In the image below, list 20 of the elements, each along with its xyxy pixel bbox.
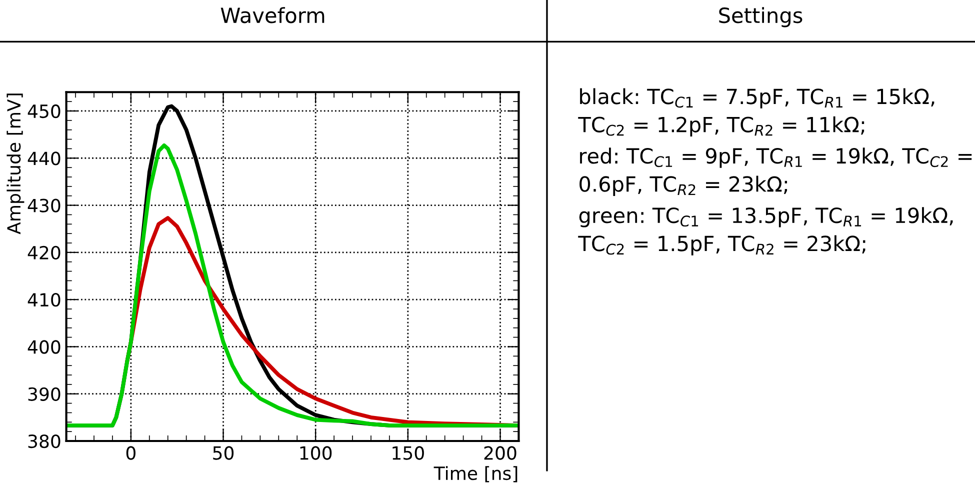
text: red: TC$_{C1}$ = 9pF, TC$_{R1}$ = 19kΩ, TC$_{C2}$ = 0.6pF, TC$_{R2}$ = 23kΩ;: [580, 148, 972, 196]
y-tick-label: 400: [28, 340, 60, 354]
x-tick-label: 200: [484, 446, 516, 460]
x-tick-label: 100: [300, 446, 332, 460]
x-tick-label: 0: [126, 446, 136, 460]
y-tick-label: 430: [28, 198, 60, 212]
x-tick-label: 50: [213, 446, 234, 460]
y-tick-label: 420: [28, 246, 60, 260]
x-axis-title: Time [ns]: [434, 466, 518, 482]
text: green: TC$_{C1}$ = 13.5pF, TC$_{R1}$ = 19kΩ, TC$_{C2}$ = 1.5pF, TC$_{R2}$ = 23kΩ;: [578, 207, 953, 256]
y-axis-title: Amplitude [mV]: [6, 94, 24, 234]
x-tick-label: 150: [392, 446, 424, 460]
y-tick-label: 440: [28, 152, 60, 166]
y-tick-label: 390: [28, 387, 60, 401]
y-tick-label: 380: [28, 434, 60, 448]
text: Settings: [719, 7, 802, 28]
y-tick-label: 410: [28, 293, 60, 307]
text: black: TC$_{C1}$ = 7.5pF, TC$_{R1}$ = 15kΩ, TC$_{C2}$ = 1.2pF, TC$_{R2}$ = 11kΩ;: [578, 88, 934, 136]
text: Waveform: [220, 7, 324, 24]
y-tick-label: 450: [28, 104, 60, 118]
